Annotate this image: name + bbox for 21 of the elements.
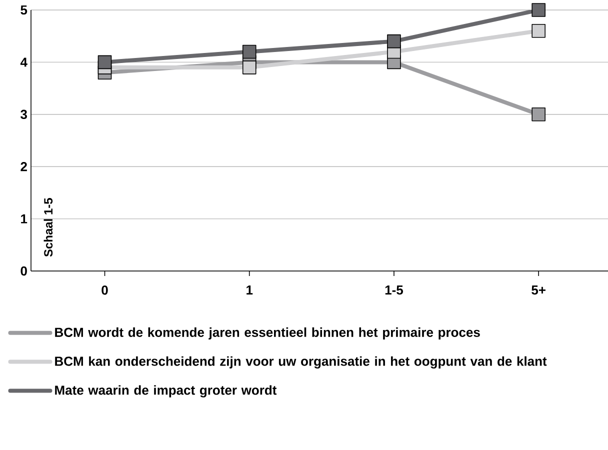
point <box>532 24 546 38</box>
x-tick-label: 5+ <box>532 286 546 295</box>
x-tick-label: 0 <box>102 286 108 295</box>
y-tick-label: 4 <box>20 58 28 67</box>
point <box>242 44 256 59</box>
x-tick-label: 1-5 <box>385 286 404 295</box>
y-tick-label: 5 <box>20 5 28 15</box>
point <box>387 34 401 48</box>
point <box>242 60 256 74</box>
legend-label: Mate waarin de impact groter wordt <box>55 385 277 398</box>
y-axis-title: Schaal 1-5 <box>44 198 53 257</box>
point <box>532 108 546 122</box>
y-tick-label: 1 <box>21 214 28 224</box>
y-tick-label: 3 <box>20 110 27 120</box>
y-tick-label: 0 <box>20 266 27 276</box>
legend-label: BCM kan onderscheidend zijn voor uw organisatie in het oogpunt van de klant <box>55 356 547 368</box>
point <box>532 3 546 17</box>
x-tick-label: 1 <box>246 286 253 294</box>
point <box>98 55 112 70</box>
legend-label: BCM wordt de komende jaren essentieel binnen het primaire proces <box>55 327 480 340</box>
y-tick-label: 2 <box>20 162 27 172</box>
